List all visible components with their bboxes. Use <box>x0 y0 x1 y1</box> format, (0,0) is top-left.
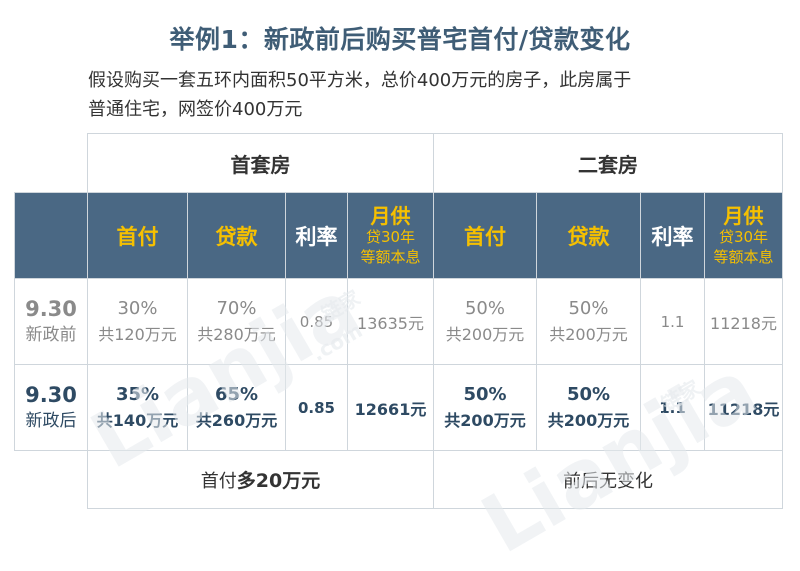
header-corner <box>14 192 88 279</box>
table-row-after-policy: 9.30 新政后 35% 共140万元 65% 共260万元 0.85 1266… <box>14 364 783 451</box>
cell-first-rate: 0.85 <box>285 278 348 365</box>
summary-row: 首付多20万元 前后无变化 <box>14 450 783 509</box>
group-first-home: 首套房 <box>87 133 434 193</box>
cell-first-monthly: 13635元 <box>347 278 434 365</box>
cell-second-loan: 50% 共200万元 <box>536 364 641 451</box>
summary-first-home: 首付多20万元 <box>87 450 434 509</box>
cell-first-loan: 70% 共280万元 <box>187 278 286 365</box>
page-subtitle: 假设购买一套五环内面积50平方米，总价400万元的房子，此房属于 普通住宅，网签… <box>88 66 728 124</box>
header-monthly: 月供 贷30年 等额本息 <box>347 192 434 279</box>
summary-second-home: 前后无变化 <box>433 450 783 509</box>
header-down-payment-2: 首付 <box>433 192 537 279</box>
cell-first-rate: 0.85 <box>285 364 348 451</box>
group-second-home: 二套房 <box>433 133 783 193</box>
cell-first-down: 30% 共120万元 <box>87 278 188 365</box>
cell-second-loan: 50% 共200万元 <box>536 278 641 365</box>
cell-second-monthly: 11218元 <box>704 364 783 451</box>
header-down-payment: 首付 <box>87 192 188 279</box>
header-rate-2: 利率 <box>640 192 705 279</box>
cell-second-down: 50% 共200万元 <box>433 278 537 365</box>
cell-second-down: 50% 共200万元 <box>433 364 537 451</box>
comparison-table: 首套房 二套房 首付 贷款 利率 月供 贷30年 等额本息 首付 贷款 利率 月… <box>14 133 783 509</box>
subtitle-line-2: 普通住宅，网签价400万元 <box>88 99 303 120</box>
row-label-before: 9.30 新政前 <box>14 278 88 365</box>
header-monthly-2: 月供 贷30年 等额本息 <box>704 192 783 279</box>
cell-first-loan: 65% 共260万元 <box>187 364 286 451</box>
header-rate: 利率 <box>285 192 348 279</box>
cell-first-monthly: 12661元 <box>347 364 434 451</box>
summary-corner <box>14 450 88 509</box>
row-label-after: 9.30 新政后 <box>14 364 88 451</box>
subtitle-line-1: 假设购买一套五环内面积50平方米，总价400万元的房子，此房属于 <box>88 70 632 91</box>
corner-cell <box>14 133 88 193</box>
cell-second-rate: 1.1 <box>640 278 705 365</box>
cell-first-down: 35% 共140万元 <box>87 364 188 451</box>
header-loan: 贷款 <box>187 192 286 279</box>
column-header-row: 首付 贷款 利率 月供 贷30年 等额本息 首付 贷款 利率 月供 贷30年 等… <box>14 192 783 279</box>
header-loan-2: 贷款 <box>536 192 641 279</box>
page-title: 举例1：新政前后购买普宅首付/贷款变化 <box>169 25 631 54</box>
table-row-before-policy: 9.30 新政前 30% 共120万元 70% 共280万元 0.85 1363… <box>14 278 783 365</box>
cell-second-rate: 1.1 <box>640 364 705 451</box>
cell-second-monthly: 11218元 <box>704 278 783 365</box>
